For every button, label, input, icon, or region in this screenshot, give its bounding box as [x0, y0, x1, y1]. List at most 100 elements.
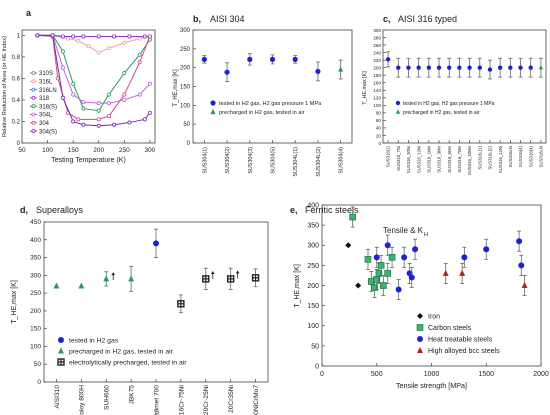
panel-a-legend-marker: [31, 71, 36, 75]
panel-d-xtick-label: 40NiCrMo7: [253, 385, 260, 415]
panel-a-data-point: [71, 92, 76, 97]
panel-a-xtick-label: 300: [144, 147, 155, 154]
panel-a-xtick-label: 50: [18, 147, 26, 154]
panel-a-data-point: [71, 119, 76, 124]
panel-a-data-point: [137, 36, 142, 41]
panel-d-ytick-label: 200: [30, 308, 41, 315]
panel-c-ytick-label: 220: [373, 58, 381, 63]
panel-e-ytick-label: 300: [307, 243, 319, 250]
panel-d-xtick-label: AISI310: [54, 385, 61, 409]
panel-a-legend-label: 318(S): [39, 104, 57, 110]
panel-e-data-point: [377, 262, 385, 269]
panel-c-data-point: [447, 65, 452, 70]
panel-b-xtick-label: SUS304L(2): [316, 147, 322, 177]
panel-e-data-point: [483, 246, 490, 253]
panel-a-legend-label: 304(S): [39, 129, 57, 135]
panel-b-ylabel: T_HE,max [K]: [173, 69, 179, 107]
panel-a-series-line: [37, 34, 151, 127]
panel-a-data-point: [66, 36, 71, 41]
panel-e-ytick-label: 50: [311, 343, 319, 350]
panel-c-xtick-label: SUS316LN: [539, 146, 544, 168]
panel-a-data-point: [35, 33, 40, 38]
panel-a-data-point: [137, 60, 142, 65]
panel-e-legend-label: Carbon steels: [428, 325, 472, 332]
panel-c-xtick-label: SUS316_1Mn: [426, 145, 431, 172]
panel-a-data-point: [86, 44, 91, 49]
panel-e-subtitle-subscript: H: [424, 232, 428, 238]
panel-a-series-line: [37, 34, 151, 112]
panel-c-ytick-label: 20: [376, 133, 382, 138]
panel-b-data-point: [269, 56, 276, 62]
panel-c-xtick-label: SUS316LN: [508, 146, 513, 168]
panel-c-xtick-label: SUS316_7Ni: [396, 146, 401, 171]
panel-d-xtick-label: SUH660: [104, 385, 111, 410]
panel-a-data-point: [60, 95, 65, 100]
panel-e-data-point: [349, 213, 356, 221]
panel-c-data-point: [487, 67, 493, 72]
panel-b-data-point: [292, 56, 298, 62]
panel-c-xtick-label: SUS316(1): [386, 145, 391, 167]
panel-a-xtick-label: 100: [42, 147, 53, 154]
panel-e-legend-label: Iron: [428, 314, 440, 321]
panel-a-data-point: [81, 106, 86, 111]
panel-a-xtick-label: 250: [119, 147, 130, 154]
panel-e-ytick-label: 400: [307, 202, 319, 209]
panel-d-data-point: [177, 300, 185, 308]
panel-c-ytick-label: 100: [373, 103, 381, 108]
panel-a-data-point: [137, 52, 142, 57]
panel-e-data-point: [408, 274, 415, 281]
panel-e-data-point: [371, 284, 378, 291]
panel-b-ytick-label: 50: [183, 122, 190, 128]
panel-d-legend-label: precharged in H2 gas, tested in air: [69, 349, 174, 356]
panel-a-legend-label: 316LN: [39, 88, 57, 94]
panel-a-ytick-label: 0.2: [12, 119, 21, 125]
panel-a-data-point: [112, 34, 117, 39]
panel-a-data-point: [106, 101, 111, 106]
panel-d-ytick-label: 300: [30, 272, 41, 279]
panel-a-data-point: [127, 120, 132, 125]
panel-c-xtick-label: SUS316_12Ni: [416, 146, 421, 173]
panel-e-data-point: [401, 254, 408, 261]
panel-e-legend-marker: [417, 336, 423, 342]
panel-a-series-line: [37, 34, 150, 37]
panel-e-data-point: [461, 254, 468, 261]
panel-e-ytick-label: 250: [307, 263, 319, 270]
panel-b-ytick-label: 300: [180, 28, 191, 34]
panel-d-data-point: [153, 240, 159, 247]
panel-d-legend-marker: [57, 358, 65, 366]
panel-e-data-point: [367, 278, 375, 285]
panel-b-legend-label: precharged in H2 gas, tested in air: [219, 110, 305, 116]
panel-d-data-point: [103, 275, 110, 282]
panel-e-subtitle: Tensile & K: [383, 226, 424, 235]
panel-a-data-point: [112, 122, 117, 127]
panel-c-data-point: [528, 65, 533, 70]
panel-c-ylabel: T_HE,max [K]: [362, 71, 368, 105]
panel-a-plot-frame: [21, 29, 156, 144]
panel-e-data-point: [373, 254, 380, 261]
panel-e-data-point: [380, 282, 387, 289]
panel-c-ytick-label: 80: [376, 111, 382, 116]
panel-d-xtick-label: Udimet 700: [153, 385, 160, 415]
panel-a-data-point: [96, 34, 101, 39]
panel-b-xtick-label: SUS304(5): [271, 147, 277, 174]
panel-e-data-point: [459, 269, 466, 276]
panel-d-ytick-label: 50: [34, 361, 42, 368]
panel-e-data-point: [518, 262, 525, 269]
panel-c-data-point: [467, 65, 472, 70]
panel-c-legend-label: precharged in H2 gas, tested in air: [403, 110, 480, 116]
panel-d-ytick-label: 100: [30, 343, 41, 350]
panel-b-ytick-label: 0: [187, 141, 191, 147]
panel-d-arrow-head: [210, 271, 215, 275]
panel-d-data-point: [202, 275, 210, 283]
panel-c-xtick-label: SUS316_10Ni: [406, 146, 411, 173]
panel-e-legend-marker: [416, 324, 424, 331]
panel-c-xtick-label: SUS316(4): [528, 145, 533, 167]
panel-a-xlabel: Testing Temperature (K): [51, 157, 126, 164]
panel-e-data-point: [355, 282, 362, 289]
panel-a-data-point: [60, 34, 65, 39]
panel-b-data-point: [247, 56, 253, 62]
panel-d-xtick-label: JBK75: [129, 385, 136, 405]
panel-e-data-point: [442, 269, 449, 276]
panel-a-data-point: [127, 34, 132, 39]
panel-b-data-point: [224, 69, 230, 75]
